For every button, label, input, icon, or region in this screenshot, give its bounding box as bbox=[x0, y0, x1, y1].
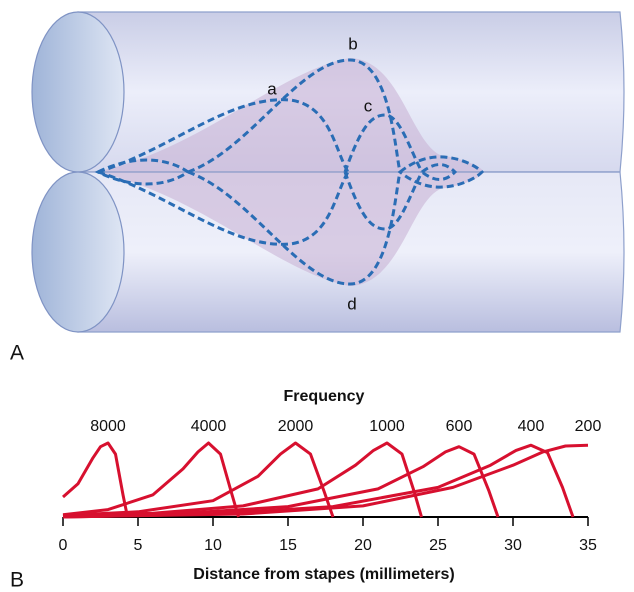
frequency-curve bbox=[62, 443, 589, 519]
series-label: 200 bbox=[575, 418, 602, 435]
chart: B Frequency Distance from stapes (millim… bbox=[10, 388, 601, 591]
x-tick-label: 20 bbox=[354, 537, 372, 554]
series-label: 2000 bbox=[278, 418, 314, 435]
wave-outlines bbox=[94, 58, 485, 286]
panel-label: A bbox=[10, 342, 24, 365]
wave-label: d bbox=[347, 294, 356, 313]
wave-line bbox=[419, 163, 458, 181]
frequency-curve bbox=[62, 441, 129, 518]
x-tick-label: 30 bbox=[504, 537, 522, 554]
x-tick-label: 0 bbox=[59, 537, 68, 554]
wave-label: a bbox=[267, 79, 277, 98]
wave-line bbox=[397, 155, 485, 189]
wave-label: b bbox=[348, 34, 357, 53]
cochlea-diagram: a b c d A bbox=[10, 11, 625, 365]
frequency-curve bbox=[62, 441, 240, 518]
series-label: 1000 bbox=[369, 418, 405, 435]
wave-line bbox=[187, 58, 402, 174]
series-label: 8000 bbox=[90, 418, 126, 435]
x-tick-label: 15 bbox=[279, 537, 297, 554]
panel-label: B bbox=[10, 569, 24, 592]
frequency-curve bbox=[62, 445, 500, 518]
wave-line bbox=[187, 170, 402, 286]
x-tick-label: 10 bbox=[204, 537, 222, 554]
x-tick-label: 25 bbox=[429, 537, 447, 554]
frequency-curve bbox=[62, 443, 575, 519]
series-label: 4000 bbox=[191, 418, 227, 435]
wave-line bbox=[97, 98, 350, 174]
chart-title: Frequency bbox=[284, 388, 365, 405]
upper-tube-end bbox=[31, 11, 125, 173]
wave-line bbox=[97, 170, 350, 246]
x-tick-label: 35 bbox=[579, 537, 597, 554]
lower-tube-end bbox=[31, 171, 125, 333]
frequency-curve bbox=[62, 441, 335, 518]
wave-label: c bbox=[364, 96, 373, 115]
x-tick-label: 5 bbox=[134, 537, 143, 554]
series-label: 600 bbox=[446, 418, 473, 435]
series-label: 400 bbox=[518, 418, 545, 435]
x-axis-label: Distance from stapes (millimeters) bbox=[193, 566, 454, 583]
